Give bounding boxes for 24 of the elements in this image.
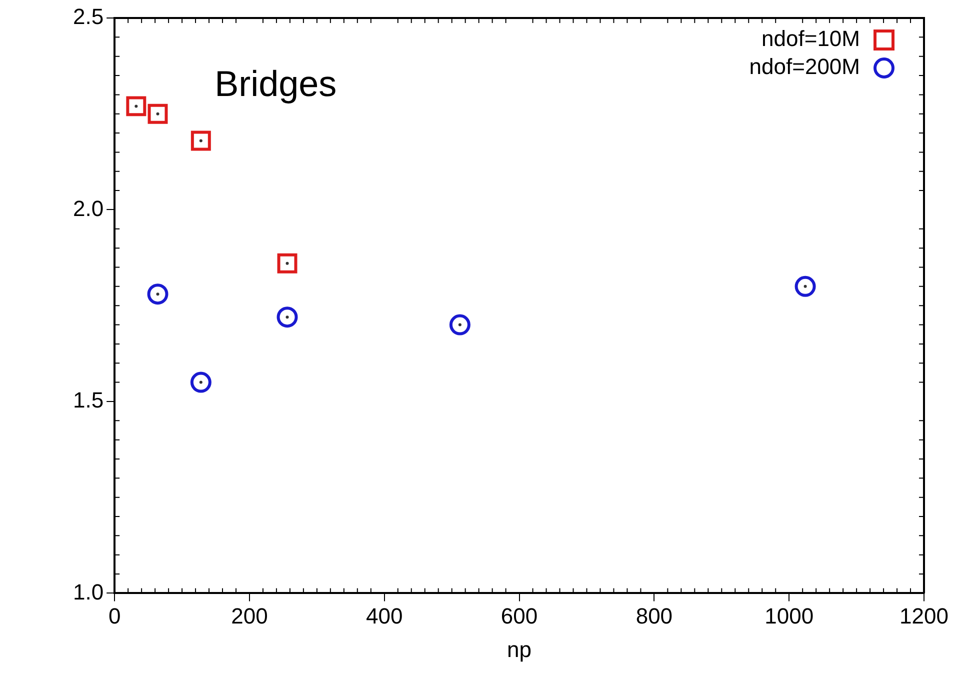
point [190,130,211,151]
y-tick-label: 2.0 [72,196,104,221]
point [449,314,470,336]
x-tick-label: 200 [231,603,268,628]
x-tick-label: 1200 [900,603,948,628]
point [277,253,298,274]
point [276,306,298,328]
legend-label: ndof=10M [762,26,860,52]
x-tick-label: 800 [636,603,673,628]
annotation: Bridges [214,62,337,104]
x-tick-label: 600 [500,603,538,628]
y-tick-label: 1.5 [72,388,104,413]
y-tick-label: 2.5 [72,4,104,30]
y-tick-label: 1.0 [72,579,104,604]
x-tick-label: 400 [366,603,403,628]
point [126,96,146,116]
legend-label: ndof=200M [749,54,860,80]
x-axis-title: np [507,636,532,662]
point [147,284,168,305]
point [148,104,168,124]
point [794,276,816,297]
point [190,372,212,393]
x-tick-label: 0 [108,603,121,628]
x-tick-label: 1000 [764,603,814,628]
